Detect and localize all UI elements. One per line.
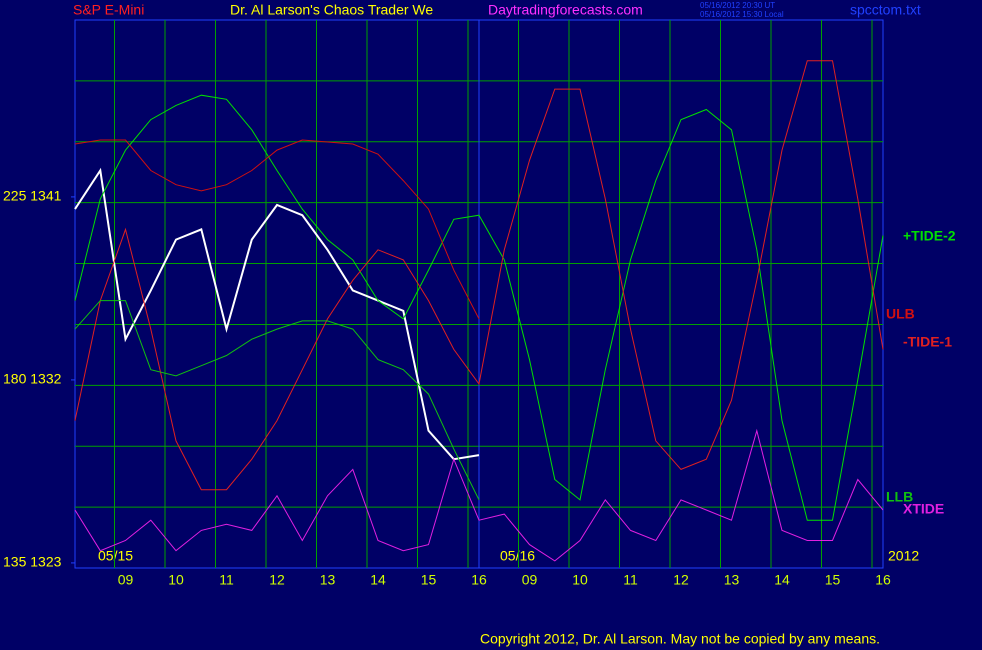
timestamp: 05/16/2012 15:30 Local xyxy=(700,10,784,19)
legend-label: -TIDE-1 xyxy=(903,334,952,350)
x-tick-label: 12 xyxy=(269,572,285,588)
x-tick-label: 16 xyxy=(875,572,891,588)
x-tick-label: 15 xyxy=(825,572,841,588)
x-tick-label: 13 xyxy=(724,572,740,588)
x-tick-label: 10 xyxy=(572,572,588,588)
file-name: spcctom.txt xyxy=(850,2,921,18)
x-tick-label: 09 xyxy=(118,572,134,588)
x-tick-label: 13 xyxy=(320,572,336,588)
x-tick-label: 10 xyxy=(168,572,184,588)
website: Daytradingforecasts.com xyxy=(488,2,643,18)
date-label: 05/15 xyxy=(98,548,133,564)
x-tick-label: 14 xyxy=(774,572,790,588)
series-line xyxy=(74,300,480,501)
chart-title: Dr. Al Larson's Chaos Trader We xyxy=(230,2,433,18)
x-tick-label: 15 xyxy=(421,572,437,588)
date-label: 05/16 xyxy=(500,548,535,564)
x-tick-label: 11 xyxy=(623,572,638,588)
instrument: S&P E-Mini xyxy=(73,2,144,18)
x-tick-label: 11 xyxy=(219,572,234,588)
series-line xyxy=(74,139,480,320)
copyright: Copyright 2012, Dr. Al Larson. May not b… xyxy=(480,631,880,647)
x-tick-label: 09 xyxy=(522,572,538,588)
series-line xyxy=(74,94,884,521)
legend-label: ULB xyxy=(886,306,915,322)
legend-label: LLB xyxy=(886,489,913,505)
y-tick-label: 180 1332 xyxy=(3,371,62,387)
y-tick-label: 135 1323 xyxy=(3,554,62,570)
series-line xyxy=(74,428,884,562)
legend-label: XTIDE xyxy=(903,501,944,517)
x-tick-label: 16 xyxy=(471,572,487,588)
timestamp: 05/16/2012 20:30 UT xyxy=(700,1,775,10)
x-tick-label: 14 xyxy=(370,572,386,588)
series-line xyxy=(74,60,884,491)
date-label: 2012 xyxy=(888,548,919,564)
x-tick-label: 12 xyxy=(673,572,689,588)
legend-label: +TIDE-2 xyxy=(903,228,956,244)
y-tick-label: 225 1341 xyxy=(3,188,62,204)
series-line xyxy=(74,167,480,461)
